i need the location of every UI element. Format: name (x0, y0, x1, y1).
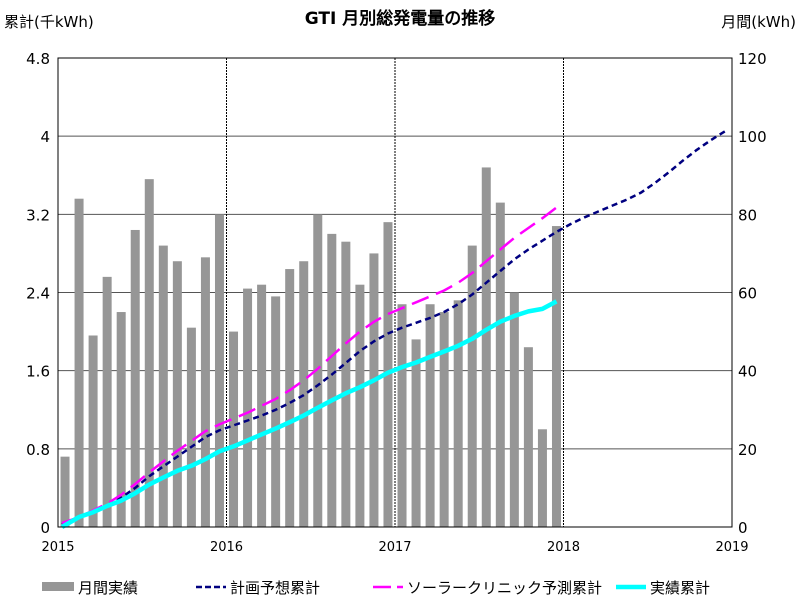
bar-monthly (453, 300, 463, 527)
bar-monthly (74, 198, 84, 527)
bar-monthly (509, 292, 519, 527)
y-tick-right: 40 (738, 363, 757, 381)
legend-label: 実績累計 (650, 579, 710, 597)
bar-monthly (243, 288, 253, 527)
y-tick-left: 4.8 (26, 50, 50, 68)
bar-monthly (467, 245, 477, 527)
bar-monthly (537, 429, 547, 527)
bar-monthly (355, 284, 365, 527)
bar-monthly (214, 214, 224, 528)
y-tick-left: 4 (40, 128, 50, 146)
y-tick-right: 100 (738, 128, 767, 146)
bar-monthly (229, 331, 239, 527)
bar-monthly (495, 202, 505, 527)
bar-monthly (481, 167, 491, 527)
bar-monthly (271, 296, 281, 527)
bar-monthly (200, 257, 210, 527)
bar-monthly (130, 229, 140, 527)
bar-monthly (439, 312, 449, 527)
y-tick-left: 1.6 (26, 363, 50, 381)
bar-monthly (116, 312, 126, 527)
x-tick-label: 2015 (41, 540, 74, 555)
bar-monthly (369, 253, 379, 527)
x-tick-label: 2019 (715, 540, 748, 555)
bar-monthly (102, 276, 112, 527)
y-tick-left: 3.2 (26, 206, 50, 224)
y-tick-left: 0 (40, 519, 50, 537)
bar-monthly (341, 241, 351, 528)
legend-label: 月間実績 (78, 579, 138, 597)
legend-label: 計画予想累計 (230, 579, 320, 597)
y-tick-right: 20 (738, 441, 757, 459)
bar-monthly (172, 261, 182, 527)
y-tick-right: 60 (738, 285, 757, 303)
left-axis-label: 累計(千kWh) (4, 13, 94, 31)
legend-swatch-bar (42, 582, 74, 591)
line-solar-clinic-cumulative (61, 206, 558, 525)
bar-monthly (299, 261, 309, 527)
bar-monthly (144, 179, 154, 528)
y-tick-right: 0 (738, 519, 748, 537)
bar-monthly (523, 347, 533, 527)
legend: 月間実績 計画予想累計 ソーラークリニック予測累計 実績累計 (42, 579, 710, 597)
bar-monthly (186, 327, 196, 527)
y-tick-right: 120 (738, 50, 767, 68)
x-tick-label: 2018 (547, 540, 580, 555)
bar-monthly (257, 284, 267, 527)
line-actual-cumulative (60, 299, 558, 529)
y-tick-left: 2.4 (26, 285, 50, 303)
bar-monthly (397, 304, 407, 527)
bar-monthly (285, 269, 295, 527)
bar-monthly (313, 214, 323, 528)
bar-monthly (411, 339, 421, 527)
line-plan-cumulative (61, 130, 726, 526)
chart-title: GTI 月別総発電量の推移 (305, 8, 496, 29)
x-tick-label: 2016 (210, 540, 243, 555)
bar-monthly (88, 335, 98, 527)
y-tick-left: 0.8 (26, 441, 50, 459)
bar-monthly (425, 304, 435, 527)
bar-monthly (551, 226, 561, 527)
plot-area-border (57, 57, 733, 528)
bar-monthly (158, 245, 168, 527)
y-tick-right: 80 (738, 206, 757, 224)
legend-label: ソーラークリニック予測累計 (407, 579, 602, 597)
x-tick-label: 2017 (378, 540, 411, 555)
right-axis-label: 月間(kWh) (721, 13, 796, 31)
bar-monthly (60, 456, 70, 527)
bar-monthly (327, 233, 337, 527)
